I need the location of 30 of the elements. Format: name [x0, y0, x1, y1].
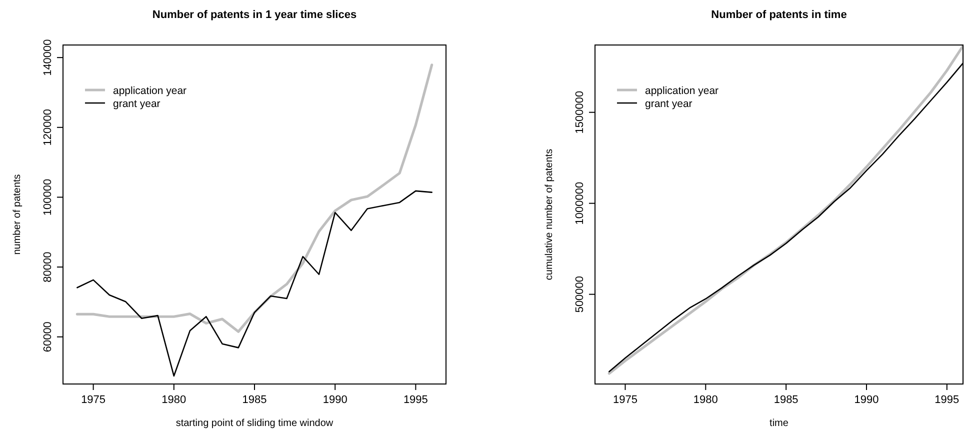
x-tick-label: 1995	[403, 394, 428, 406]
y-tick-label: 80000	[42, 252, 54, 282]
x-axis-title: starting point of sliding time window	[176, 418, 334, 429]
y-tick-label: 100000	[42, 178, 54, 216]
x-tick-label: 1975	[81, 394, 106, 406]
x-tick-label: 1990	[854, 394, 879, 406]
x-tick-label: 1995	[934, 394, 960, 406]
y-tick-label: 120000	[42, 109, 54, 146]
x-tick-label: 1980	[693, 394, 718, 406]
y-tick-label: 60000	[42, 322, 54, 352]
y-tick-label: 1000000	[574, 182, 586, 225]
x-tick-label: 1985	[242, 394, 267, 406]
chart-title: Number of patents in 1 year time slices	[152, 9, 357, 21]
y-axis-title: cumulative number of patents	[544, 148, 555, 280]
y-tick-label: 140000	[42, 39, 54, 76]
x-tick-label: 1990	[322, 394, 348, 406]
legend-label: application year	[113, 85, 188, 97]
y-tick-label: 500000	[574, 276, 586, 313]
line-series	[76, 64, 434, 333]
legend-label: application year	[645, 85, 720, 97]
y-axis-title: number of patents	[12, 174, 23, 255]
x-tick-label: 1980	[162, 394, 186, 406]
x-tick-label: 1975	[612, 394, 638, 406]
line-series	[76, 190, 432, 377]
chart-title: Number of patents in time	[711, 9, 847, 21]
y-tick-label: 1500000	[574, 90, 586, 134]
legend-label: grant year	[113, 98, 161, 110]
x-tick-label: 1985	[774, 394, 798, 406]
legend-label: grant year	[645, 98, 693, 110]
x-axis-title: time	[770, 418, 789, 429]
